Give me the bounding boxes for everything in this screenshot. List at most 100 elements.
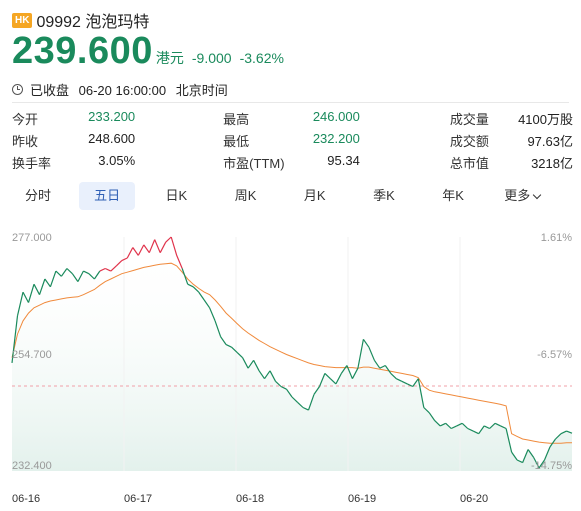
price-line-segment xyxy=(340,365,348,374)
tab-daily-k[interactable]: 日K xyxy=(165,188,188,203)
price-line-segment xyxy=(38,278,46,295)
price-line-segment xyxy=(379,364,386,369)
price-line-segment xyxy=(456,422,463,427)
stat-label: 成交额 xyxy=(449,133,489,149)
price-line-segment xyxy=(335,373,342,385)
tab-monthly-k[interactable]: 月K xyxy=(303,188,326,203)
tab-more[interactable]: 更多 xyxy=(494,182,550,210)
price-line-segment xyxy=(346,365,353,379)
price-line-segment xyxy=(439,422,446,427)
period-tabs: 分时 五日 日K 周K 月K 季K 年K 更多 xyxy=(10,182,571,210)
stat-label: 总市值 xyxy=(449,155,489,171)
pct-tick-label: 1.61% xyxy=(541,232,572,244)
price-line-segment xyxy=(126,247,134,259)
price-line-segment xyxy=(368,346,375,361)
price-line-segment xyxy=(396,378,403,382)
stat-value: 233.200 xyxy=(88,108,136,124)
current-price: 239.600 xyxy=(12,30,153,72)
price-line-segment xyxy=(291,396,298,403)
price-line-segment xyxy=(417,378,425,408)
price-line-segment xyxy=(555,433,562,440)
price-line-segment xyxy=(236,351,244,359)
price-line-segment xyxy=(55,270,62,277)
price-line-segment xyxy=(373,359,381,369)
stats-row: 昨收 248.600 最低 232.200 成交额 97.63亿 xyxy=(12,129,573,151)
price-line-segment xyxy=(318,373,326,387)
price-line-segment xyxy=(264,370,271,380)
stock-title: 09992 泡泡玛特 xyxy=(36,14,150,31)
x-tick-label: 06-18 xyxy=(236,493,264,505)
price-change-pct: -3.62% xyxy=(239,50,284,66)
tab-more-label: 更多 xyxy=(504,188,531,203)
price-line-segment xyxy=(412,378,419,387)
five-day-chart[interactable]: 277.000 254.700 232.400 1.61% -6.57% -14.75% 0… xyxy=(0,225,581,511)
status-state: 已收盘 xyxy=(30,83,70,98)
price-line-segment xyxy=(11,315,19,363)
tab-intraday[interactable]: 分时 xyxy=(24,188,51,203)
stat-label: 成交量 xyxy=(449,111,489,127)
price-line-segment xyxy=(225,344,232,348)
price-line-segment xyxy=(351,367,359,379)
price-line-segment xyxy=(16,291,24,316)
price-line-segment xyxy=(494,422,501,427)
price-line-segment xyxy=(115,260,123,267)
y-tick-label: 277.000 xyxy=(12,232,52,244)
pct-tick-label: -6.57% xyxy=(537,349,572,361)
price-line-segment xyxy=(450,425,457,430)
stat-high: 最高 246.000 xyxy=(223,109,360,128)
y-tick-label: 254.700 xyxy=(12,349,52,361)
status-timezone: 北京时间 xyxy=(175,83,228,98)
price-line-segment xyxy=(401,380,408,385)
price-line-segment xyxy=(105,267,112,272)
price-line-segment xyxy=(307,394,315,411)
price-line-segment xyxy=(159,241,167,253)
stat-turnover: 成交额 97.63亿 xyxy=(450,131,573,150)
tab-five-day[interactable]: 五日 xyxy=(79,182,136,210)
stat-label: 市盈(TTM) xyxy=(223,155,285,171)
market-badge: HK xyxy=(12,12,33,28)
price-line-segment xyxy=(407,383,414,388)
x-tick-label: 06-17 xyxy=(124,493,152,505)
price-line-segment xyxy=(231,346,238,353)
price-line-segment xyxy=(275,380,282,387)
tab-yearly-k[interactable]: 年K xyxy=(442,188,464,203)
price-line-segment xyxy=(500,425,507,430)
price-line-segment xyxy=(181,268,189,285)
price-line-segment xyxy=(49,270,57,287)
tab-quarterly-k[interactable]: 季K xyxy=(373,188,395,203)
stat-value: 246.000 xyxy=(312,108,360,124)
stat-value: 3218亿 xyxy=(531,155,573,171)
price-line-segment xyxy=(192,286,200,293)
price-line-segment xyxy=(22,291,30,303)
price-line-segment xyxy=(313,386,320,395)
price-line-segment xyxy=(27,284,35,303)
stat-volume: 成交量 4100万股 xyxy=(450,109,573,128)
price-line-segment xyxy=(472,430,479,435)
price-line-segment xyxy=(83,270,90,275)
price-line-segment xyxy=(297,401,304,408)
price-line-segment xyxy=(242,357,249,369)
stat-value: 3.05% xyxy=(98,152,136,168)
price-area xyxy=(12,237,572,471)
price-line-segment xyxy=(132,247,139,256)
stat-pe-ttm: 市盈(TTM) 95.34 xyxy=(223,153,360,172)
stat-value: 4100万股 xyxy=(518,111,573,127)
price-line-segment xyxy=(467,427,474,432)
stat-value: 97.63亿 xyxy=(527,133,573,149)
tab-weekly-k[interactable]: 周K xyxy=(234,188,257,203)
price-line-segment xyxy=(66,268,73,275)
price-line-segment xyxy=(170,236,178,256)
average-price-line xyxy=(11,262,572,444)
price-line-segment xyxy=(137,244,145,256)
stat-label: 换手率 xyxy=(12,155,52,171)
price-line-segment xyxy=(121,257,128,262)
price-line-segment xyxy=(93,270,101,280)
price-line-segment xyxy=(203,299,211,309)
price-line-segment xyxy=(280,385,287,390)
price-line-segment xyxy=(434,420,441,427)
chevron-down-icon xyxy=(533,190,542,200)
price-line-segment xyxy=(88,273,95,280)
divider xyxy=(12,102,569,103)
price-line-segment xyxy=(533,457,540,469)
price-line-segment xyxy=(384,365,392,374)
